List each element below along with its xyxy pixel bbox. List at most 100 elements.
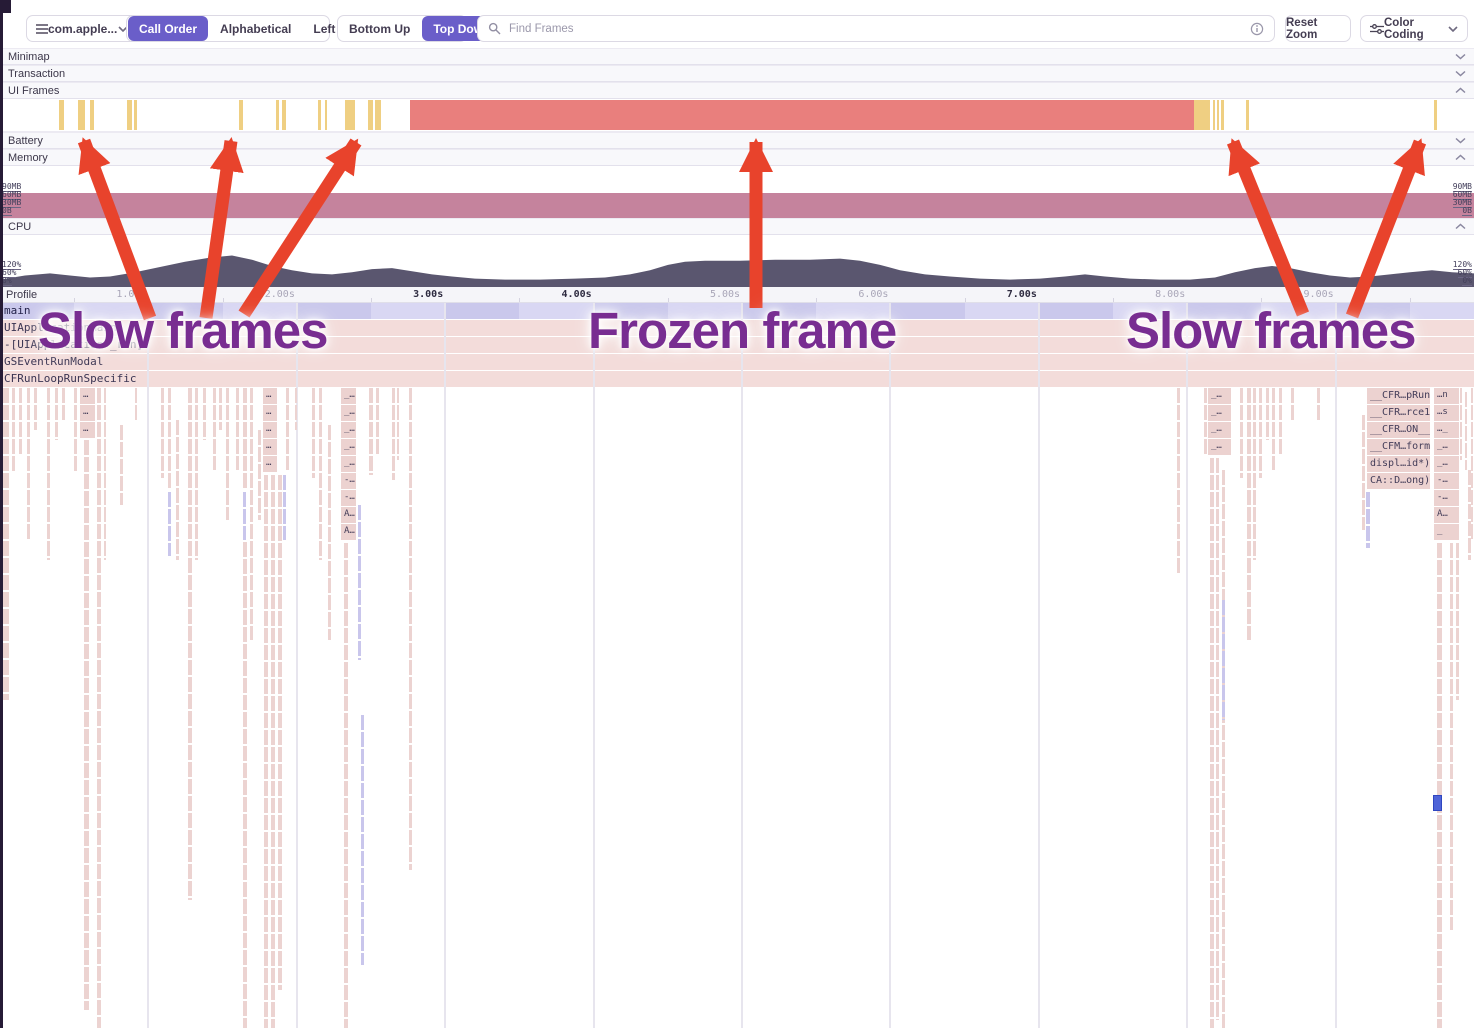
info-icon[interactable]	[1250, 22, 1264, 36]
slow-frame-bar[interactable]	[375, 100, 381, 130]
flame-stack-column[interactable]	[195, 388, 198, 560]
flame-stack-column[interactable]	[1204, 388, 1207, 456]
flame-row-frame[interactable]: -[UIApplication _run]	[0, 337, 1474, 353]
flame-stack-column[interactable]	[104, 388, 106, 560]
flame-stack-column[interactable]	[250, 388, 253, 640]
flame-stack-column[interactable]	[1210, 458, 1214, 1028]
slow-frame-bar[interactable]	[1434, 100, 1437, 130]
flame-stack-column[interactable]	[74, 388, 77, 472]
section-header-transaction[interactable]: Transaction	[0, 65, 1474, 82]
chevron-down-icon[interactable]	[1455, 137, 1466, 144]
flame-stack-column[interactable]	[19, 388, 22, 455]
flame-stack-column[interactable]	[271, 475, 275, 1028]
flame-stack-column[interactable]	[1465, 392, 1467, 470]
flame-stack-column[interactable]	[34, 388, 37, 430]
flame-stack-column[interactable]	[1272, 388, 1275, 470]
flame-frame-box[interactable]: _…	[341, 388, 356, 404]
frame-select-dropdown[interactable]: com.apple....	[26, 15, 138, 42]
color-coding-dropdown[interactable]: Color Coding	[1360, 15, 1468, 42]
flame-stack-column[interactable]	[219, 388, 222, 430]
flame-stack-column[interactable]	[1266, 388, 1269, 440]
flame-frame-box[interactable]: __CFR…ON__	[1367, 422, 1430, 438]
flame-stack-column[interactable]	[1317, 388, 1320, 422]
section-header-cpu[interactable]: CPU	[0, 218, 1474, 235]
flame-frame-box[interactable]: _…	[1434, 439, 1459, 455]
flame-frame-box[interactable]: __CFM…form	[1367, 439, 1430, 455]
flame-stack-column[interactable]	[295, 388, 297, 430]
flame-stack-column[interactable]	[1456, 543, 1459, 700]
chevron-down-icon[interactable]	[1455, 53, 1466, 60]
flame-stack-column[interactable]	[1471, 388, 1473, 540]
flame-stack-column[interactable]	[120, 425, 123, 505]
slow-frame-bar[interactable]	[318, 100, 321, 130]
flame-stack-column[interactable]	[1222, 470, 1225, 1028]
reset-zoom-button[interactable]: Reset Zoom	[1285, 15, 1351, 42]
flame-stack-column[interactable]	[258, 430, 261, 520]
flame-stack-column[interactable]	[1362, 415, 1365, 530]
flame-frame-box[interactable]: -…	[1434, 473, 1459, 489]
flame-stack-column[interactable]	[264, 475, 268, 1028]
slow-frame-bar[interactable]	[1246, 100, 1249, 130]
flame-stack-column[interactable]	[1450, 543, 1453, 930]
slow-frame-bar[interactable]	[1194, 100, 1210, 130]
flame-stack-column[interactable]	[168, 492, 171, 556]
flame-stack-column[interactable]	[1291, 388, 1294, 420]
flame-stack-column[interactable]	[236, 388, 239, 470]
flame-stack-column[interactable]	[161, 388, 164, 478]
flame-row-frame[interactable]: UIApplicationMain	[0, 320, 1474, 336]
slow-frame-bar[interactable]	[282, 100, 286, 130]
flame-frame-box[interactable]: …n	[1434, 388, 1459, 404]
flame-frame-box[interactable]: …	[263, 405, 277, 421]
flame-frame-box[interactable]: …_	[1434, 422, 1459, 438]
slow-frame-bar[interactable]	[127, 100, 132, 130]
flame-stack-column[interactable]	[392, 388, 395, 480]
flame-frame-box[interactable]: __CFR…pRun	[1367, 388, 1430, 404]
flame-stack-column[interactable]	[176, 420, 179, 560]
flame-stack-column[interactable]	[328, 425, 331, 640]
flame-frame-box[interactable]: …	[80, 405, 95, 421]
flame-frame-box[interactable]: …	[80, 388, 95, 404]
slow-frame-bar[interactable]	[345, 100, 355, 130]
slow-frame-bar[interactable]	[90, 100, 94, 130]
flame-stack-column[interactable]	[1259, 388, 1262, 478]
flame-row-frame[interactable]: CFRunLoopRunSpecific	[0, 371, 1474, 387]
slow-frame-bar[interactable]	[239, 100, 243, 130]
flame-stack-column[interactable]	[203, 388, 206, 440]
flame-frame-box[interactable]: …	[263, 439, 277, 455]
flame-stack-column[interactable]	[243, 492, 246, 540]
flame-stack-column[interactable]	[358, 505, 361, 660]
slow-frame-bar[interactable]	[276, 100, 279, 130]
flame-stack-column[interactable]	[409, 388, 412, 870]
flame-stack-column[interactable]	[1460, 388, 1462, 460]
flame-stack-column[interactable]	[55, 388, 58, 440]
flame-stack-column[interactable]	[283, 475, 286, 540]
selected-frame[interactable]	[1433, 795, 1442, 811]
flame-frame-box[interactable]: _…	[341, 456, 356, 472]
flame-frame-box[interactable]: CA::D…ong)	[1367, 473, 1430, 489]
slow-frame-bar[interactable]	[368, 100, 373, 130]
flame-frame-box[interactable]: -…	[341, 490, 356, 506]
flame-stack-column[interactable]	[27, 388, 30, 540]
flame-stack-column[interactable]	[361, 715, 364, 965]
chevron-down-icon[interactable]	[1455, 70, 1466, 77]
flame-frame-box[interactable]: …	[263, 422, 277, 438]
sort-alphabetical-button[interactable]: Alphabetical	[220, 21, 292, 36]
flame-stack-column[interactable]	[243, 388, 247, 490]
slow-frame-bar[interactable]	[1213, 100, 1215, 130]
flame-frame-box[interactable]: _…	[1208, 388, 1231, 404]
flame-stack-column[interactable]	[376, 388, 379, 455]
flame-stack-column[interactable]	[397, 388, 399, 460]
flame-stack-column[interactable]	[84, 440, 89, 1010]
slow-frame-bar[interactable]	[1217, 100, 1219, 130]
flame-stack-column[interactable]	[286, 388, 289, 470]
flame-frame-box[interactable]: -…	[1434, 490, 1459, 506]
flame-stack-column[interactable]	[1177, 388, 1180, 575]
slow-frame-bar[interactable]	[78, 100, 85, 130]
flame-stack-column[interactable]	[1468, 470, 1471, 560]
slow-frame-bar[interactable]	[134, 100, 137, 130]
section-header-memory[interactable]: Memory	[0, 149, 1474, 166]
flame-stack-column[interactable]	[1253, 388, 1256, 560]
chevron-up-icon[interactable]	[1455, 223, 1466, 230]
search-input[interactable]	[507, 21, 1250, 36]
flame-frame-box[interactable]: _…	[1434, 456, 1459, 472]
